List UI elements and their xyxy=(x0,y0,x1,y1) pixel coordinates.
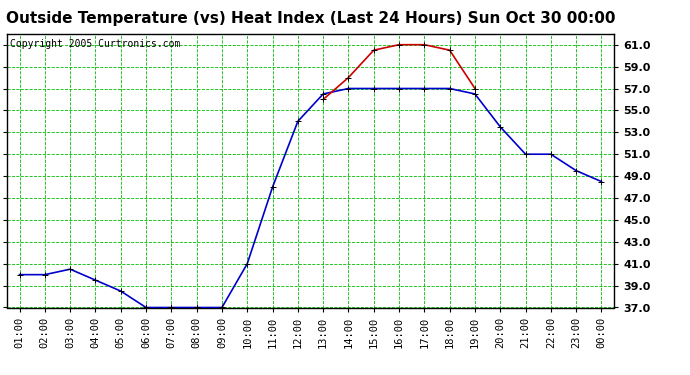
Text: Copyright 2005 Curtronics.com: Copyright 2005 Curtronics.com xyxy=(10,39,180,49)
Text: Outside Temperature (vs) Heat Index (Last 24 Hours) Sun Oct 30 00:00: Outside Temperature (vs) Heat Index (Las… xyxy=(6,11,615,26)
